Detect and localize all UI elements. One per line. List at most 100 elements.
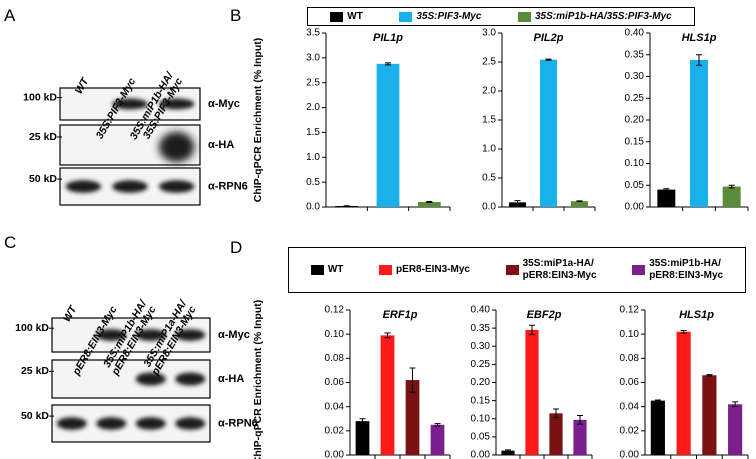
subplot-title: ERF1p (383, 309, 418, 321)
legend-swatch (505, 265, 519, 275)
y-tick-label: 0.05 (471, 432, 491, 443)
panel-letter: B (230, 6, 242, 25)
blot-band (56, 417, 87, 430)
y-tick-label: 0.15 (471, 395, 491, 406)
y-tick-label: 0.40 (471, 305, 491, 316)
bar (690, 59, 708, 207)
y-tick-label: 0.04 (325, 401, 345, 412)
blot-band (175, 372, 206, 386)
y-tick-label: 0.0 (306, 202, 320, 213)
y-tick-label: 1.0 (482, 144, 496, 155)
y-tick-label: 0.10 (325, 329, 345, 340)
bar (570, 201, 589, 207)
y-tick-label: 2.0 (306, 102, 320, 113)
y-tick-label: 0.00 (471, 450, 491, 459)
bar (405, 380, 420, 455)
bar (355, 421, 370, 455)
antibody-label: α-Myc (218, 329, 250, 341)
bar (380, 335, 395, 455)
bar (525, 329, 539, 455)
y-tick-label: 0.20 (471, 377, 491, 388)
blot-band (158, 180, 195, 193)
y-tick-label: 1.5 (306, 127, 320, 138)
marker-label: 50 kD (21, 410, 49, 422)
error-bar (732, 401, 739, 408)
y-axis-title: ChIP-qPCR Enrichment (% Input) (252, 37, 264, 203)
bar (376, 63, 400, 207)
y-tick-label: 0.10 (625, 158, 645, 169)
legend-item: WT (310, 264, 344, 276)
y-tick-label: 0.05 (625, 180, 645, 191)
legend-item: 35S:PIF3-Myc (399, 11, 481, 23)
error-bar (553, 408, 559, 419)
y-tick-label: 0.00 (325, 450, 345, 459)
y-tick-label: 0.06 (325, 377, 345, 388)
error-bar (663, 188, 670, 191)
legend-swatch (632, 265, 646, 275)
error-bar (654, 399, 661, 402)
bar (657, 189, 676, 207)
legend-swatch (330, 11, 344, 22)
y-tick-label: 0.02 (620, 425, 640, 436)
blot-band (135, 372, 166, 386)
bar (417, 202, 441, 207)
bar (549, 413, 563, 455)
bar (702, 375, 717, 455)
legend-item: pER8-EIN3-Myc (379, 264, 470, 276)
legend-label: pER8-EIN3-Myc (396, 264, 470, 275)
subplot-title: PIL2p (534, 32, 564, 44)
marker-label: 100 kD (15, 322, 49, 334)
y-tick-label: 2.5 (306, 77, 320, 88)
antibody-label: α-RPN6 (208, 180, 248, 192)
panel-letter: A (4, 6, 16, 25)
marker-label: 100 kD (23, 91, 57, 103)
y-tick-label: 0.0 (482, 202, 496, 213)
blot-band (135, 417, 166, 430)
legend-label: WT (327, 264, 344, 275)
blot-band (65, 180, 102, 193)
bar (728, 404, 743, 455)
y-tick-label: 0.02 (325, 425, 345, 436)
error-bar (577, 414, 583, 425)
blot-band (135, 329, 166, 341)
subplot-title: HLS1p (679, 309, 714, 321)
y-tick-label: 0.5 (306, 177, 320, 188)
y-tick-label: 0.12 (620, 305, 640, 316)
legend-item: WT (330, 11, 363, 23)
bar (676, 331, 691, 455)
bar (539, 59, 558, 208)
error-bar (728, 184, 735, 189)
legend-swatch (399, 11, 413, 22)
legend-swatch (517, 11, 531, 22)
error-bar (426, 201, 433, 204)
y-tick-label: 1.5 (482, 115, 496, 126)
blot-band (175, 417, 206, 430)
y-tick-label: 0.35 (471, 323, 491, 334)
y-tick-label: 0.40 (625, 28, 645, 39)
subplot-title: EBF2p (527, 309, 562, 321)
legend-item: 35S:miP1a-HA/ pER8:EIN3-Myc (505, 258, 597, 282)
legend-label: 35S:miP1a-HA/ pER8:EIN3-Myc (522, 258, 597, 281)
y-tick-label: 0.06 (620, 377, 640, 388)
y-tick-label: 0.08 (325, 353, 345, 364)
y-tick-label: 0.25 (625, 93, 645, 104)
legend: WT pER8-EIN3-Myc 35S:miP1a-HA/ pER8:EIN3-M… (288, 247, 746, 293)
legend-swatch (379, 265, 393, 275)
error-bar (384, 332, 391, 339)
y-tick-label: 0.04 (620, 401, 640, 412)
y-tick-label: 3.0 (306, 52, 320, 63)
blot-band (158, 98, 195, 110)
antibody-label: α-Myc (208, 98, 240, 110)
panel-letter: D (230, 238, 243, 257)
marker-label: 25 kD (29, 131, 57, 143)
blot-band (175, 329, 206, 341)
legend-label: 35S:PIF3-Myc (416, 10, 482, 22)
bar (573, 419, 587, 455)
marker-label: 25 kD (21, 365, 49, 377)
bar (722, 186, 741, 207)
y-tick-label: 0.00 (625, 202, 645, 213)
y-tick-label: 0.5 (482, 173, 496, 184)
error-bar (359, 418, 366, 425)
bar (430, 424, 445, 455)
